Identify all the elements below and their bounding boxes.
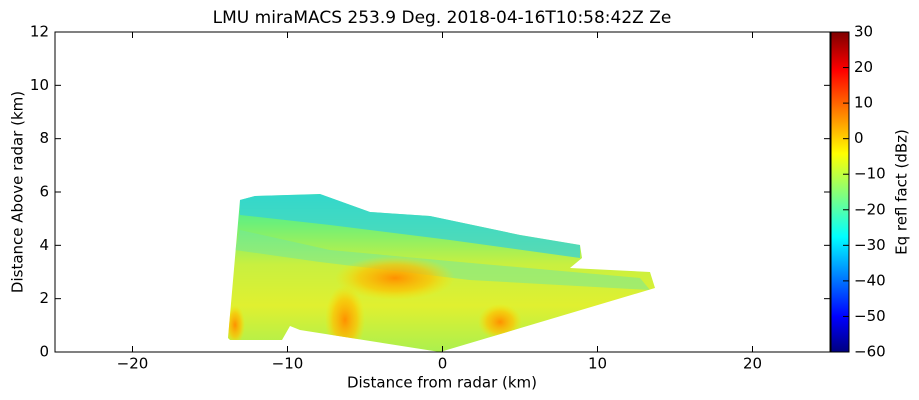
colorbar-tick-label: −40 — [854, 271, 886, 289]
colorbar-label: Eq refl fact (dBz) — [893, 129, 911, 255]
x-axis-label: Distance from radar (km) — [347, 374, 537, 392]
colorbar-tick-label: −10 — [854, 165, 886, 183]
x-tick-label: −10 — [272, 355, 304, 373]
y-tick-label: 0 — [39, 343, 49, 361]
colorbar-tick-label: −20 — [854, 200, 886, 218]
colorbar-tick-label: −50 — [854, 307, 886, 325]
x-tick-label: 20 — [743, 355, 762, 373]
y-tick-label: 12 — [30, 23, 49, 41]
colorbar-tick-label: 30 — [854, 23, 873, 41]
y-axis-label: Distance Above radar (km) — [9, 91, 27, 293]
x-tick-label: 10 — [588, 355, 607, 373]
y-tick-label: 6 — [39, 183, 49, 201]
colorbar-tick-label: 20 — [854, 58, 873, 76]
y-tick-label: 10 — [30, 76, 49, 94]
y-tick-label: 4 — [39, 236, 49, 254]
y-tick-label: 2 — [39, 289, 49, 307]
x-tick-label: −20 — [117, 355, 149, 373]
colorbar-tick-label: 10 — [854, 94, 873, 112]
y-tick-label: 8 — [39, 129, 49, 147]
x-tick-label: 0 — [438, 355, 448, 373]
colorbar-tick-label: −30 — [854, 236, 886, 254]
colorbar — [830, 31, 850, 353]
colorbar-tick-label: 0 — [854, 129, 864, 147]
echo-field — [228, 194, 655, 352]
chart-title: LMU miraMACS 253.9 Deg. 2018-04-16T10:58… — [213, 8, 672, 28]
colorbar-tick-label: −60 — [854, 343, 886, 361]
